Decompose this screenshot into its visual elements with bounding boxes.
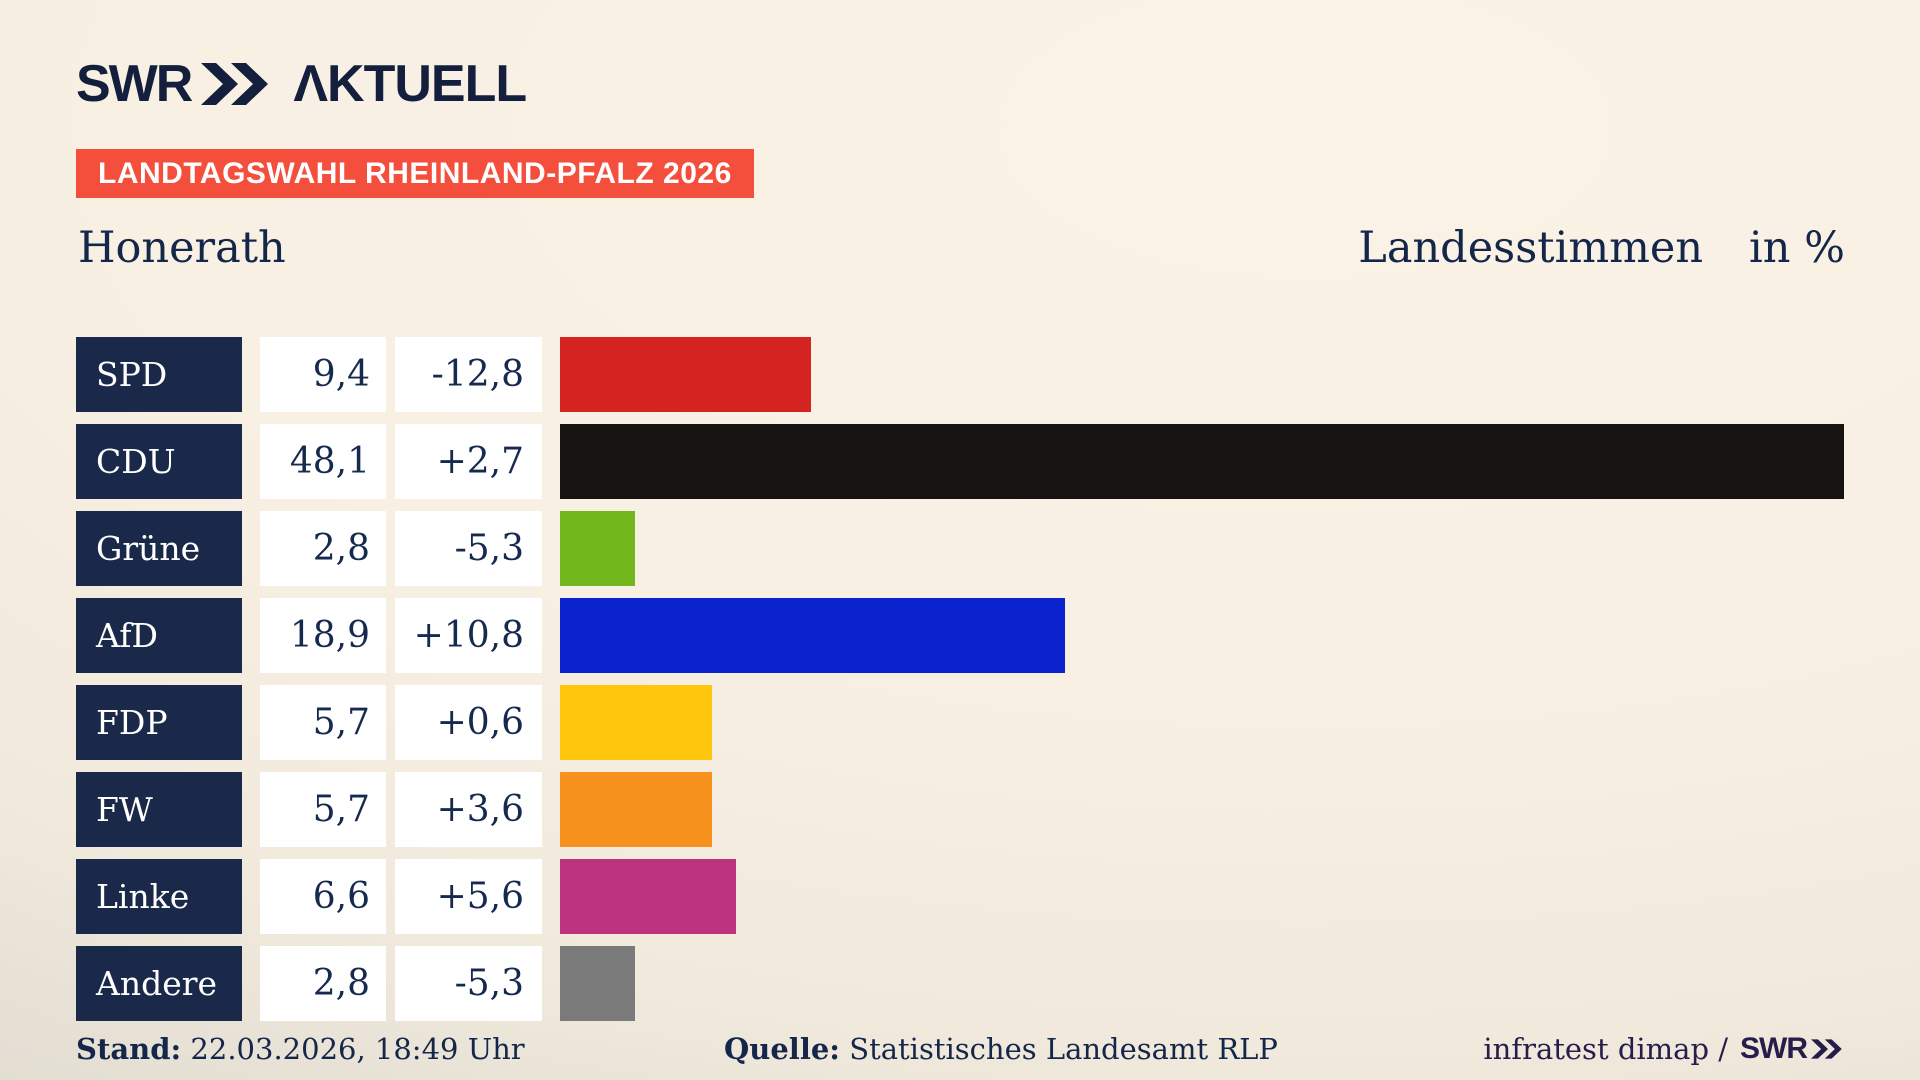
- chart-row-afd: AfD 18,9 +10,8: [0, 598, 1920, 673]
- result-value: 2,8: [260, 946, 386, 1021]
- footer-swr-text: SWR: [1740, 1032, 1808, 1065]
- result-bar: [560, 337, 811, 412]
- party-label: FW: [76, 772, 242, 847]
- change-value: -5,3: [395, 511, 542, 586]
- party-label: Andere: [76, 946, 242, 1021]
- result-value: 2,8: [260, 511, 386, 586]
- change-value: +5,6: [395, 859, 542, 934]
- result-value: 5,7: [260, 685, 386, 760]
- chart-row-fw: FW 5,7 +3,6: [0, 772, 1920, 847]
- logo-swr-text: SWR: [76, 55, 193, 113]
- logo-double-chevron-icon: [201, 63, 269, 105]
- result-bar: [560, 946, 635, 1021]
- result-bar: [560, 772, 712, 847]
- party-label: CDU: [76, 424, 242, 499]
- party-label: Grüne: [76, 511, 242, 586]
- result-value: 5,7: [260, 772, 386, 847]
- change-value: +2,7: [395, 424, 542, 499]
- result-value: 18,9: [260, 598, 386, 673]
- change-value: -5,3: [395, 946, 542, 1021]
- agency-credit: infratest dimap / SWR: [1483, 1032, 1845, 1066]
- result-value: 48,1: [260, 424, 386, 499]
- measure-label: Landesstimmen: [1358, 223, 1704, 273]
- result-value: 6,6: [260, 859, 386, 934]
- change-value: +0,6: [395, 685, 542, 760]
- result-bar: [560, 859, 736, 934]
- result-bar: [560, 598, 1065, 673]
- swr-aktuell-logo: SWR ΛKTUELL: [76, 55, 527, 113]
- footer-swr-logo: SWR: [1740, 1032, 1845, 1066]
- chart-row-andere: Andere 2,8 -5,3: [0, 946, 1920, 1021]
- result-bar: [560, 685, 712, 760]
- credit-text: infratest dimap /: [1483, 1032, 1728, 1066]
- result-bar: [560, 424, 1844, 499]
- municipality-title: Honerath: [78, 223, 286, 273]
- change-value: +3,6: [395, 772, 542, 847]
- party-label: AfD: [76, 598, 242, 673]
- stand-value: 22.03.2026, 18:49 Uhr: [190, 1032, 525, 1066]
- chart-row-spd: SPD 9,4 -12,8: [0, 337, 1920, 412]
- party-label: SPD: [76, 337, 242, 412]
- quelle-label: Quelle:: [724, 1032, 840, 1066]
- footer-double-chevron-icon: [1811, 1039, 1842, 1059]
- result-bar: [560, 511, 635, 586]
- election-banner: LANDTAGSWAHL RHEINLAND-PFALZ 2026: [76, 149, 754, 198]
- unit-label: in %: [1749, 223, 1845, 273]
- chart-row-linke: Linke 6,6 +5,6: [0, 859, 1920, 934]
- source-credit: Quelle: Statistisches Landesamt RLP: [724, 1032, 1278, 1066]
- chart-row-fdp: FDP 5,7 +0,6: [0, 685, 1920, 760]
- stand-label: Stand:: [76, 1032, 182, 1066]
- chart-row-cdu: CDU 48,1 +2,7: [0, 424, 1920, 499]
- quelle-value: Statistisches Landesamt RLP: [849, 1032, 1278, 1066]
- measure-title: Landesstimmen in %: [1358, 223, 1845, 273]
- change-value: -12,8: [395, 337, 542, 412]
- chart-row-grüne: Grüne 2,8 -5,3: [0, 511, 1920, 586]
- stand-timestamp: Stand: 22.03.2026, 18:49 Uhr: [76, 1032, 525, 1066]
- logo-aktuell-text: ΛKTUELL: [293, 55, 527, 113]
- result-value: 9,4: [260, 337, 386, 412]
- party-label: FDP: [76, 685, 242, 760]
- party-label: Linke: [76, 859, 242, 934]
- change-value: +10,8: [395, 598, 542, 673]
